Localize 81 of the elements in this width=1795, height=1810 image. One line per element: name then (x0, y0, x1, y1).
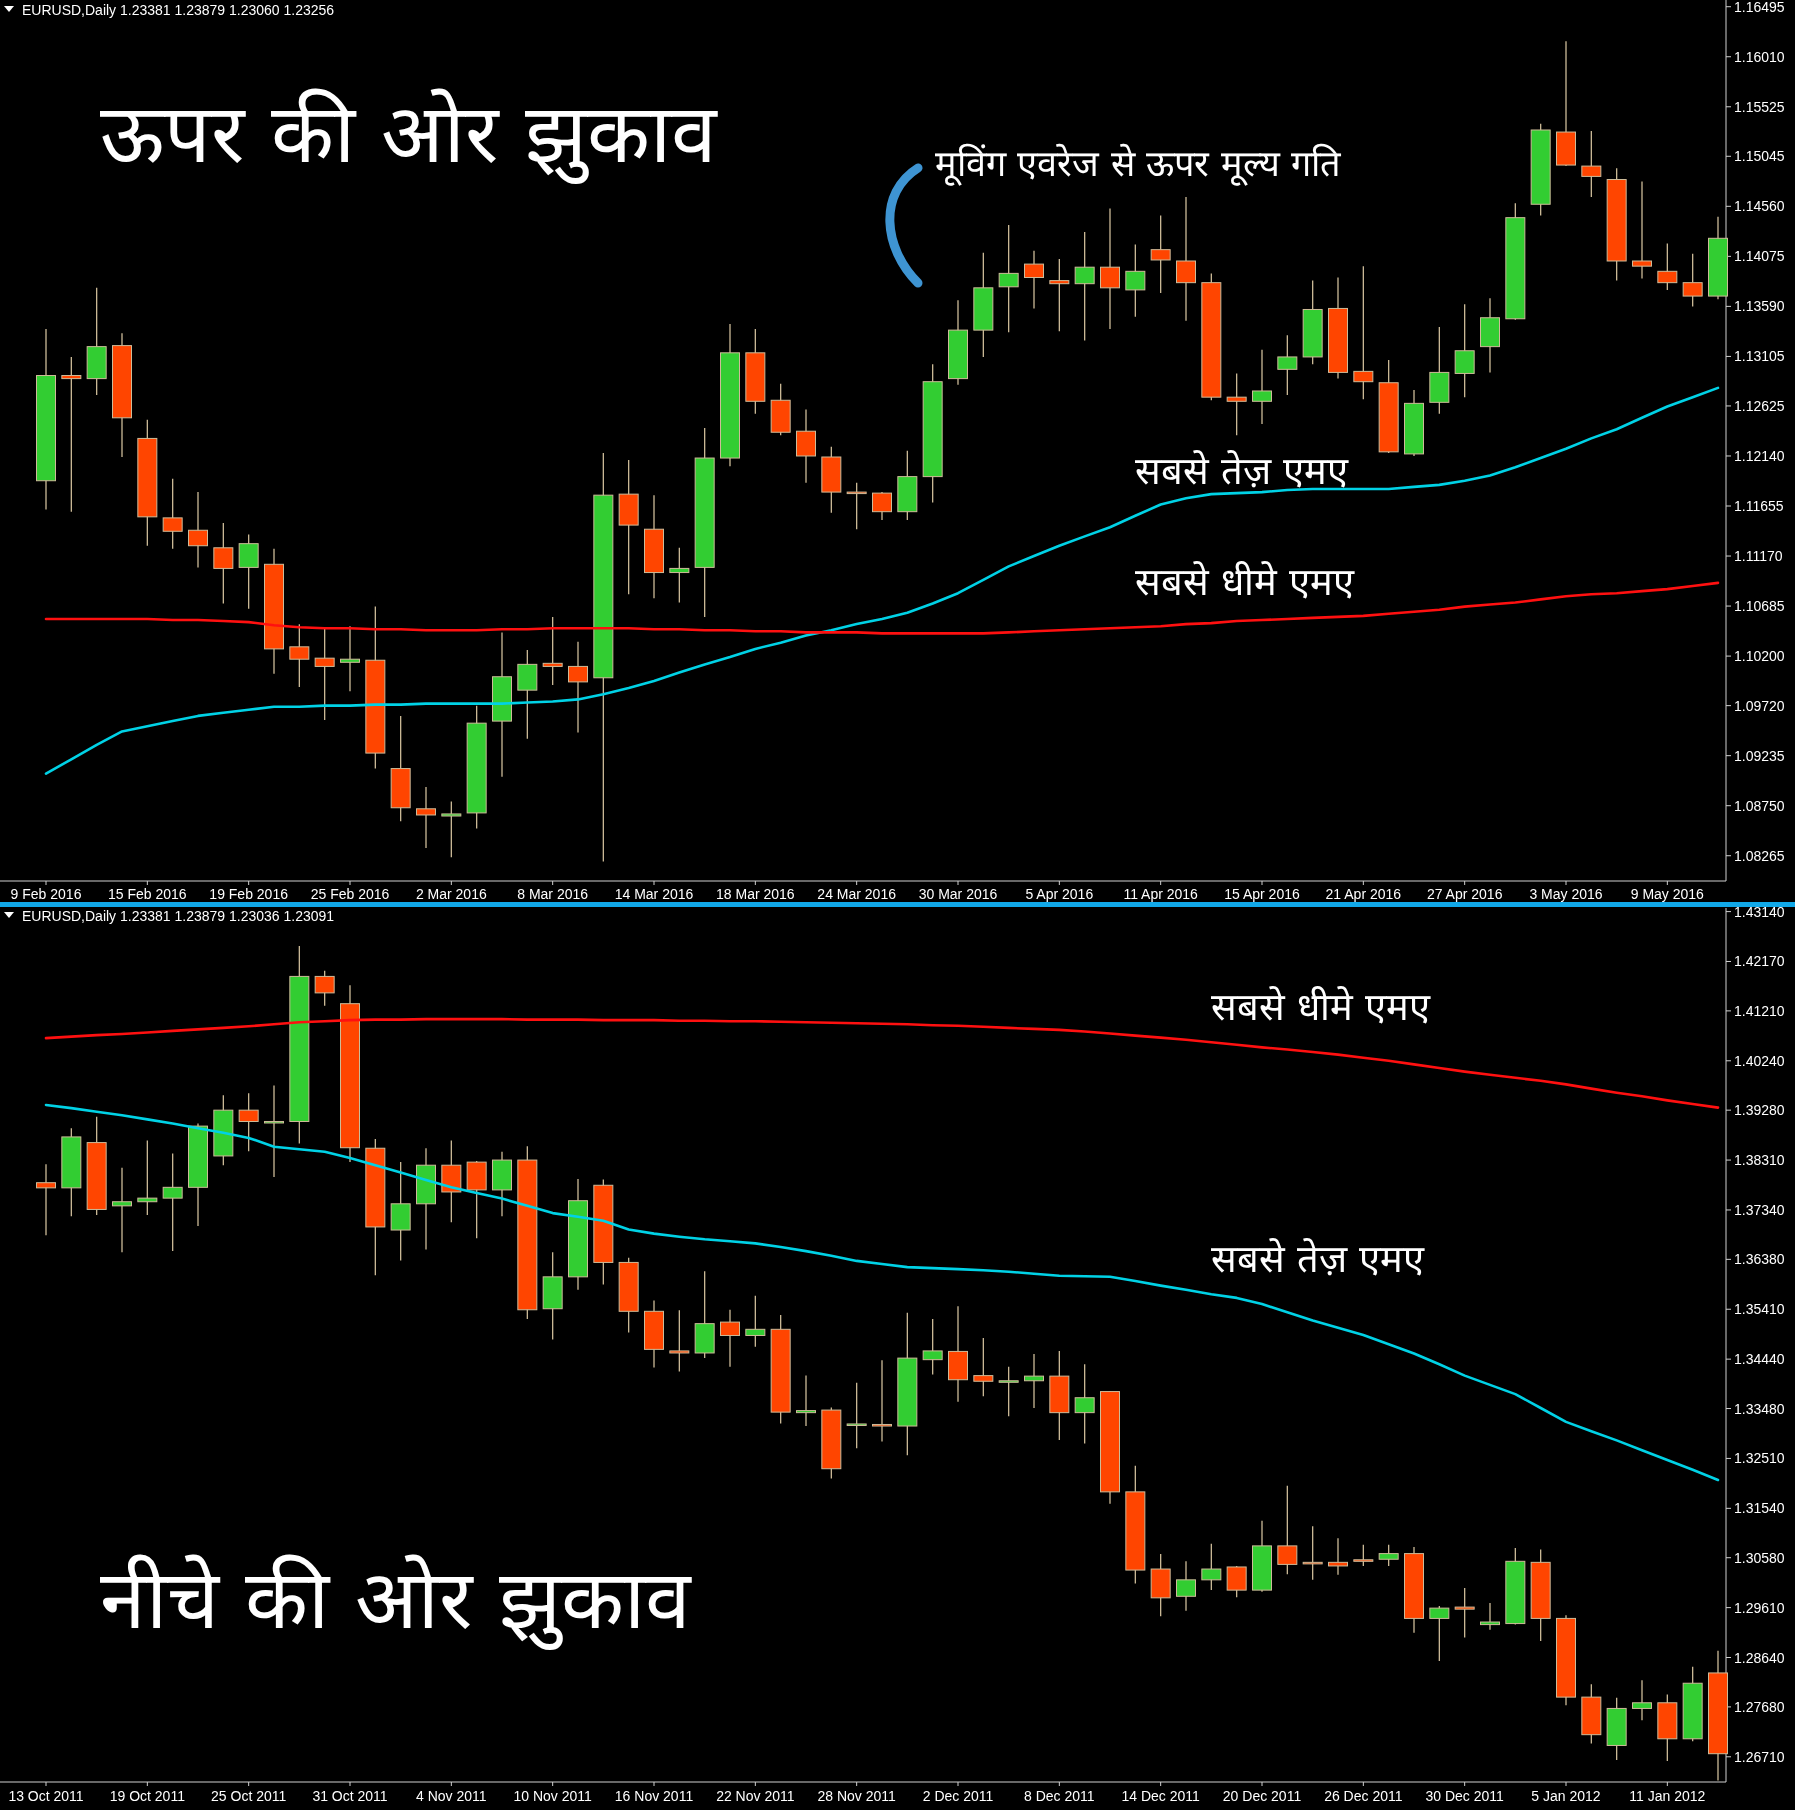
series-label: सबसे धीमे एमए (1211, 985, 1432, 1030)
y-tick-label: 1.16010 (1734, 48, 1785, 65)
y-tick-label: 1.36380 (1734, 1251, 1785, 1268)
y-tick-label: 1.30580 (1734, 1549, 1785, 1566)
x-tick-label: 8 Dec 2011 (1024, 1788, 1095, 1804)
y-tick-label: 1.29610 (1734, 1599, 1785, 1616)
x-tick-label: 5 Apr 2016 (1025, 886, 1094, 902)
y-tick-label: 1.33480 (1734, 1400, 1785, 1417)
y-tick-label: 1.12140 (1734, 447, 1785, 464)
x-tick-label: 16 Nov 2011 (614, 1788, 694, 1804)
text: नीचे की ओर झुकाव (100, 1552, 693, 1650)
x-tick-label: 11 Jan 2012 (1629, 1788, 1706, 1804)
x-tick-label: 15 Feb 2016 (108, 886, 187, 902)
y-tick-label: 1.26710 (1734, 1748, 1785, 1765)
x-tick-label: 3 May 2016 (1529, 886, 1603, 902)
x-tick-label: 25 Oct 2011 (211, 1788, 287, 1804)
x-tick-label: 28 Nov 2011 (817, 1788, 897, 1804)
x-tick-label: 31 Oct 2011 (312, 1788, 388, 1804)
x-tick-label: 21 Apr 2016 (1325, 886, 1402, 902)
y-tick-label: 1.16495 (1734, 0, 1785, 15)
x-tick-label: 4 Nov 2011 (416, 1788, 487, 1804)
y-tick-label: 1.08265 (1734, 847, 1785, 864)
y-tick-label: 1.11655 (1734, 498, 1784, 515)
x-tick-label: 19 Feb 2016 (209, 886, 289, 902)
y-tick-label: 1.15045 (1734, 148, 1785, 165)
y-tick-label: 1.32510 (1734, 1450, 1785, 1467)
y-tick-label: 1.14075 (1734, 248, 1785, 265)
y-tick-label: 1.39280 (1734, 1102, 1785, 1119)
x-tick-label: 5 Jan 2012 (1531, 1788, 1601, 1804)
x-tick-label: 11 Apr 2016 (1123, 886, 1199, 902)
y-tick-label: 1.41210 (1734, 1002, 1785, 1019)
x-tick-label: 13 Oct 2011 (8, 1788, 84, 1804)
y-tick-label: 1.43140 (1734, 903, 1785, 920)
y-tick-label: 1.38310 (1734, 1152, 1785, 1169)
x-tick-label: 30 Mar 2016 (918, 886, 998, 902)
x-tick-label: 2 Dec 2011 (922, 1788, 994, 1804)
x-tick-label: 24 Mar 2016 (817, 886, 897, 902)
y-tick-label: 1.40240 (1734, 1052, 1785, 1069)
x-tick-label: 9 Feb 2016 (10, 886, 82, 902)
x-tick-label: 9 May 2016 (1630, 886, 1705, 902)
x-tick-label: 14 Mar 2016 (614, 886, 694, 902)
chart-subtitle: EURUSD,Daily 1.23381 1.23879 1.23060 1.23256 (22, 2, 335, 18)
annotation: मूविंग एवरेज से ऊपर मूल्य गति (935, 143, 1343, 186)
y-tick-label: 1.35410 (1734, 1301, 1785, 1318)
y-tick-label: 1.10200 (1734, 648, 1785, 665)
x-tick-label: 14 Dec 2011 (1121, 1788, 1201, 1804)
x-tick-label: 8 Mar 2016 (517, 886, 589, 902)
y-tick-label: 1.10685 (1734, 598, 1785, 615)
x-tick-label: 19 Oct 2011 (109, 1788, 186, 1804)
x-tick-label: 22 Nov 2011 (716, 1788, 795, 1804)
x-tick-label: 30 Dec 2011 (1425, 1788, 1505, 1804)
y-tick-label: 1.15525 (1734, 98, 1785, 115)
y-tick-label: 1.28640 (1734, 1649, 1785, 1666)
line-series (44, 1103, 1720, 1482)
x-tick-label: 10 Nov 2011 (513, 1788, 593, 1804)
y-tick-label: 1.11170 (1734, 548, 1783, 565)
series-label: सबसे तेज़ एमए (1211, 1237, 1426, 1282)
y-tick-label: 1.37340 (1734, 1201, 1785, 1218)
x-tick-label: 26 Dec 2011 (1324, 1788, 1403, 1804)
y-tick-label: 1.12625 (1734, 397, 1785, 414)
y-tick-label: 1.42170 (1734, 953, 1785, 970)
x-tick-label: 25 Feb 2016 (310, 886, 390, 902)
x-tick-label: 18 Mar 2016 (716, 886, 795, 902)
series-label: सबसे तेज़ एमए (1135, 448, 1350, 493)
y-tick-label: 1.27680 (1734, 1698, 1785, 1715)
y-tick-label: 1.13105 (1734, 348, 1785, 365)
x-tick-label: 2 Mar 2016 (415, 886, 487, 902)
chart-subtitle: EURUSD,Daily 1.23381 1.23879 1.23036 1.23091 (22, 908, 335, 924)
x-tick-label: 20 Dec 2011 (1222, 1788, 1302, 1804)
y-tick-label: 1.14560 (1734, 198, 1785, 215)
y-tick-label: 1.09720 (1734, 697, 1785, 714)
y-tick-label: 1.13590 (1734, 298, 1785, 315)
series-label: सबसे धीमे एमए (1135, 560, 1356, 605)
y-tick-label: 1.34440 (1734, 1351, 1785, 1368)
x-tick-label: 27 Apr 2016 (1426, 886, 1503, 902)
line-series (44, 386, 1720, 775)
text: ऊपर की ओर झुकाव (100, 86, 719, 184)
y-tick-label: 1.31540 (1734, 1500, 1785, 1517)
y-tick-label: 1.09235 (1734, 747, 1785, 764)
x-tick-label: 15 Apr 2016 (1224, 886, 1300, 902)
y-tick-label: 1.08750 (1734, 797, 1785, 814)
